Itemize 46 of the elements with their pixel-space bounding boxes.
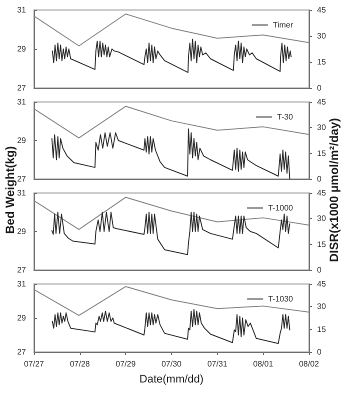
y2-tick-label: 0 — [317, 84, 322, 92]
y2-tick-label: 15 — [317, 240, 326, 249]
x-tick-label: 07/31 — [207, 360, 228, 368]
y2-tick-label: 45 — [317, 98, 326, 106]
y2-tick-label: 45 — [317, 280, 326, 288]
y-tick-label: 31 — [17, 188, 27, 198]
y2-tick-label: 0 — [317, 174, 322, 184]
y2-tick-label: 30 — [317, 32, 326, 40]
y2-axis-title: DISR(x1000 μmol/m²/day) — [327, 118, 341, 262]
line-series — [34, 196, 310, 230]
legend-label: T-1030 — [268, 294, 294, 304]
x-tick-label: 08/01 — [253, 360, 274, 368]
y-tick-label: 27 — [17, 174, 27, 184]
y2-tick-label: 0 — [317, 266, 322, 274]
y-tick-label: 27 — [17, 266, 27, 274]
x-tick-label: 07/30 — [161, 360, 182, 368]
y-tick-label: 31 — [17, 280, 27, 288]
y2-tick-label: 45 — [317, 6, 326, 14]
y-tick-label: 27 — [17, 348, 27, 356]
x-axis-title: Date(mm/dd) — [139, 374, 204, 386]
y2-tick-label: 30 — [317, 214, 326, 224]
legend-label: T-1000 — [268, 204, 294, 212]
y2-tick-label: 30 — [317, 302, 326, 312]
x-tick-label: 07/29 — [116, 360, 136, 368]
y-tick-label: 29 — [17, 44, 27, 54]
legend-label: T-30 — [276, 112, 294, 122]
y-axis-title: Bed Weight(kg) — [3, 146, 17, 234]
y2-tick-label: 30 — [317, 123, 326, 132]
line-series — [34, 13, 310, 46]
y2-tick-label: 45 — [317, 188, 326, 198]
x-tick-label: 08/02 — [298, 360, 320, 368]
y2-tick-label: 15 — [317, 58, 326, 66]
y2-tick-label: 0 — [317, 348, 322, 356]
line-series — [34, 106, 310, 138]
y2-tick-label: 15 — [317, 324, 326, 334]
x-tick-label: 07/27 — [24, 360, 45, 368]
line-series — [34, 286, 310, 316]
y2-tick-label: 15 — [317, 148, 326, 158]
y-tick-label: 29 — [17, 227, 27, 236]
y-tick-label: 29 — [17, 314, 27, 322]
y-tick-label: 27 — [17, 84, 27, 92]
legend-label: Timer — [272, 20, 294, 30]
y-tick-label: 29 — [17, 136, 27, 145]
y-tick-label: 31 — [17, 98, 27, 106]
y-tick-label: 31 — [17, 6, 27, 14]
x-tick-label: 07/28 — [70, 360, 90, 368]
